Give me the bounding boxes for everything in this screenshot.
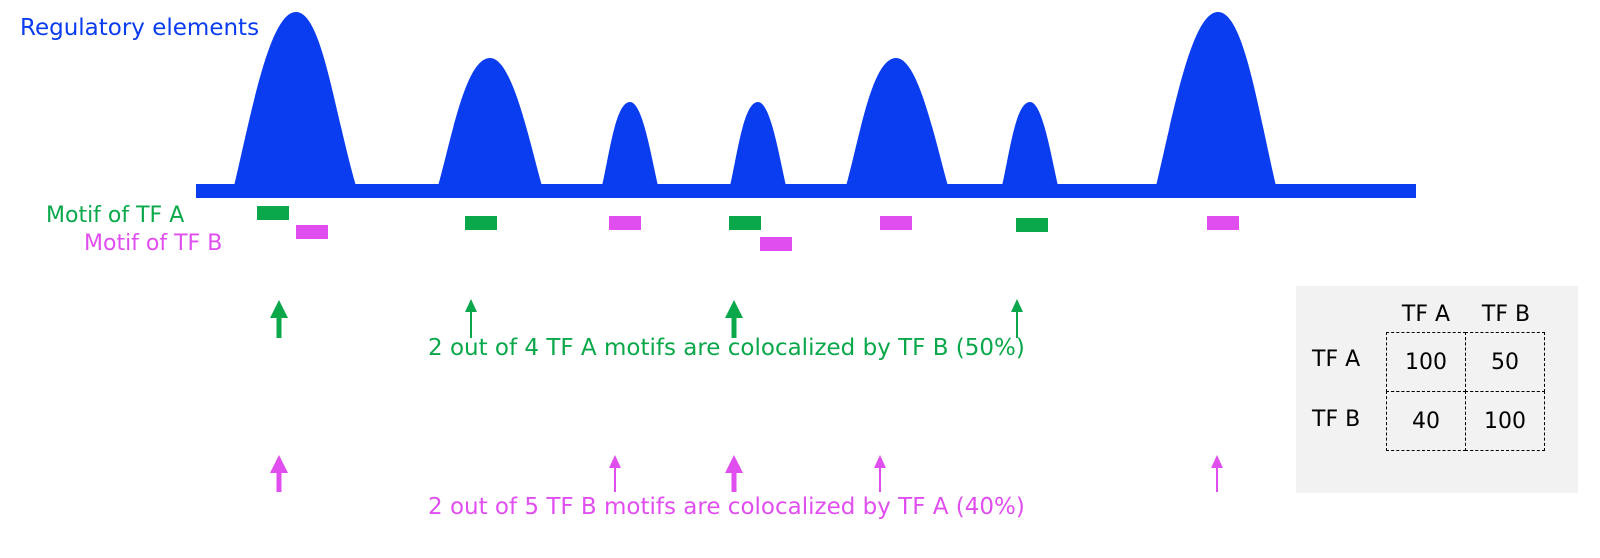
matrix-row-header: TF B [1312,407,1361,432]
arrow-up-icon [725,455,743,492]
motif-tf-b [1207,216,1239,230]
motif-tf-a [1016,218,1048,232]
peak [438,58,542,186]
peak [846,58,948,186]
matrix-cell: 100 [1386,332,1466,392]
motif-track [257,206,1239,251]
matrix-column-header: TF B [1481,302,1531,327]
arrow-up-icon [270,455,288,492]
matrix-column-header: TF A [1401,302,1451,327]
arrow-up-icon [465,299,477,338]
summary-tf-a: 2 out of 4 TF A motifs are colocalized b… [428,335,1025,361]
motif-tf-b [296,225,328,239]
arrow-up-icon [609,455,621,492]
tf-a-arrows [270,299,1023,338]
motif-tf-b [880,216,912,230]
peak [602,102,658,186]
tf-b-arrows [270,455,1223,492]
motif-tf-a [729,216,761,230]
matrix-cell: 100 [1465,391,1545,451]
arrow-up-icon [270,300,288,338]
matrix-cell: 50 [1465,332,1545,392]
summary-tf-b: 2 out of 5 TF B motifs are colocalized b… [428,494,1025,520]
arrow-up-icon [1211,455,1223,492]
motif-tf-b [760,237,792,251]
peak [1002,102,1058,186]
peak [730,102,786,186]
legend-motif-tf-a: Motif of TF A [46,203,185,228]
arrow-up-icon [725,300,743,338]
peak [234,12,356,186]
legend-motif-tf-b: Motif of TF B [84,231,223,256]
arrow-up-icon [874,455,886,492]
motif-tf-b [609,216,641,230]
motif-tf-a [465,216,497,230]
colocalization-matrix: TF A TF B TF A TF B 100 50 40 100 [1296,286,1578,493]
genome-baseline [196,184,1416,198]
peak [1156,12,1276,186]
motif-tf-a [257,206,289,220]
diagram-title: Regulatory elements [20,15,260,41]
arrow-up-icon [1011,299,1023,338]
matrix-row-header: TF A [1312,347,1361,372]
regulatory-element-track [196,12,1416,198]
matrix-cell: 40 [1386,391,1466,451]
